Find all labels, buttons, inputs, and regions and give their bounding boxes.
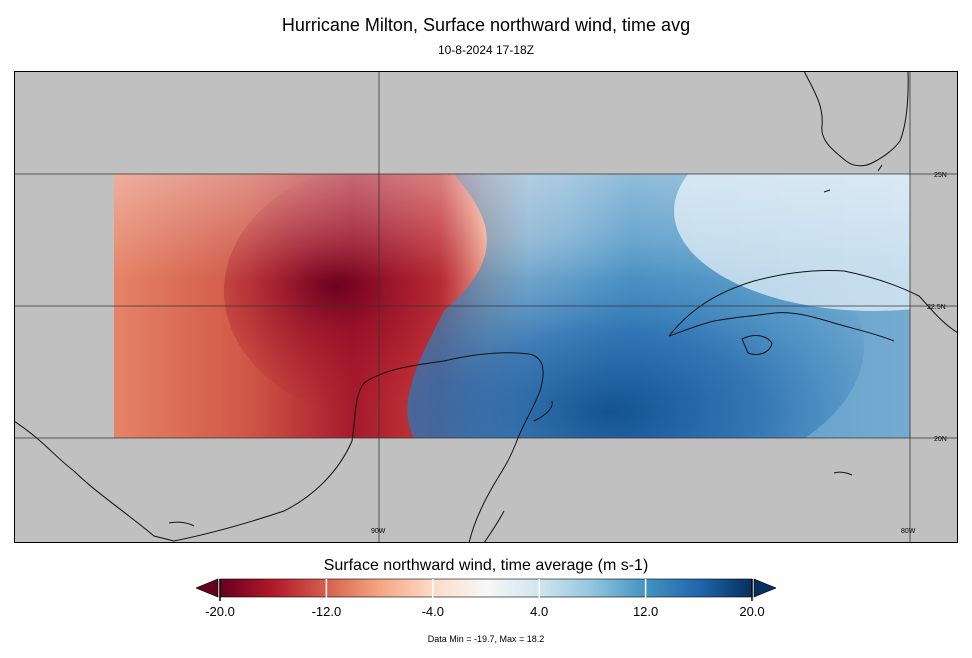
colorbar-tick-label: -12.0 bbox=[312, 604, 342, 619]
lat-label-20n: 20N bbox=[934, 436, 947, 443]
lat-label-25n: 25N bbox=[934, 172, 947, 179]
colorbar-min-arrow bbox=[196, 578, 219, 598]
colorbar-max-arrow bbox=[753, 578, 776, 598]
map-title: Hurricane Milton, Surface northward wind… bbox=[281, 15, 691, 35]
colorbar-tick-label: 20.0 bbox=[739, 604, 764, 619]
colorbar-tick-label: -20.0 bbox=[205, 604, 235, 619]
colorbar-tick-label: 12.0 bbox=[633, 604, 658, 619]
map-subtitle: 10-8-2024 17-18Z bbox=[437, 43, 535, 57]
colorbar-tick-label: 4.0 bbox=[530, 604, 548, 619]
lat-label-22-5n: 22.5N bbox=[927, 304, 946, 311]
colorbar-title: Surface northward wind, time average (m … bbox=[323, 557, 649, 574]
lon-label-90w: 90W bbox=[371, 528, 386, 535]
data-range-text: Data Min = -19.7, Max = 18.2 bbox=[427, 634, 545, 644]
colorbar: -20.0 -12.0 -4.0 4.0 12.0 20.0 bbox=[196, 578, 776, 619]
map-frame bbox=[14, 71, 958, 543]
colorbar-ramp bbox=[219, 578, 753, 598]
colorbar-tick-label: -4.0 bbox=[422, 604, 444, 619]
graticule bbox=[14, 71, 958, 543]
wind-map: 25N 22.5N 20N 90W 80W bbox=[14, 71, 958, 543]
lon-label-80w: 80W bbox=[901, 528, 916, 535]
coastlines bbox=[14, 71, 958, 543]
